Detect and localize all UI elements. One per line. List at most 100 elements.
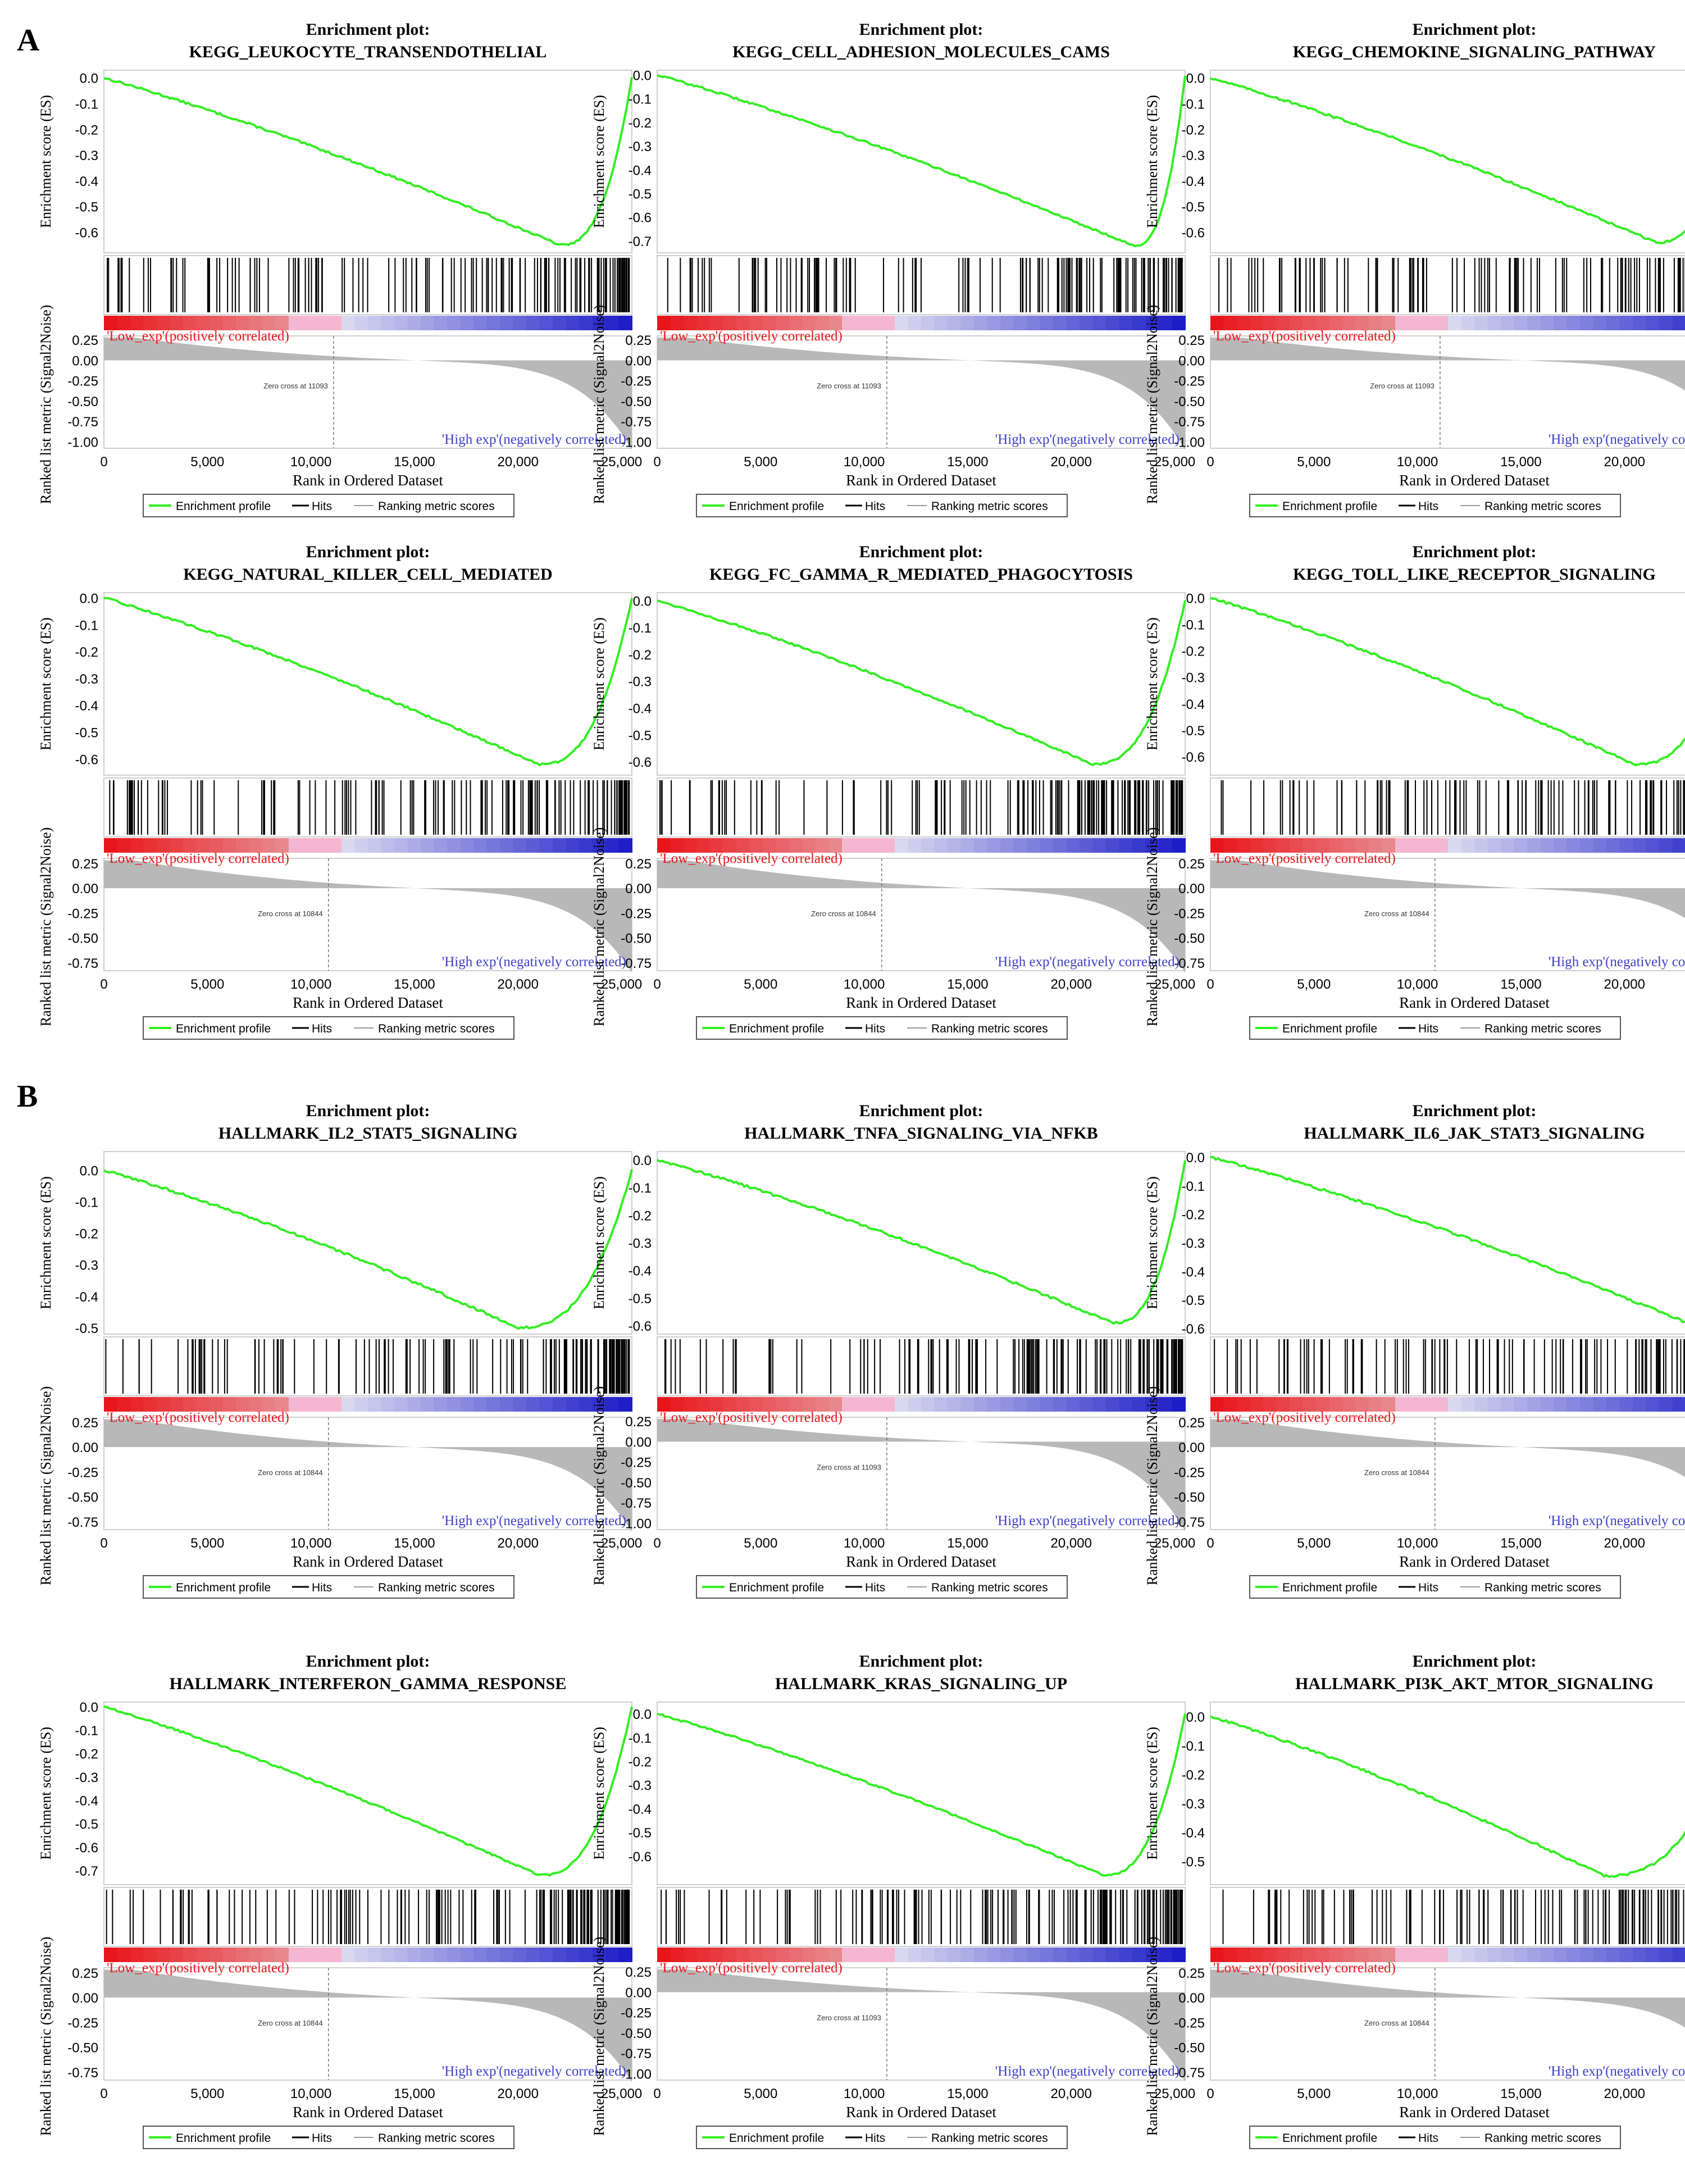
x-tick-label: 5,000 — [1297, 2086, 1331, 2101]
rank-color-segment — [1263, 316, 1277, 330]
rank-color-segment — [210, 1948, 224, 1962]
rank-color-segment — [354, 838, 368, 853]
es-tick-label: -0.6 — [629, 211, 652, 226]
legend-profile-label: Enrichment profile — [1282, 500, 1377, 513]
rank-color-segment — [1237, 838, 1251, 853]
es-axes-frame — [657, 1701, 1186, 1885]
high-exp-label: 'High exp'(negatively correlated) — [442, 954, 626, 970]
rank-color-segment — [684, 838, 698, 853]
rank-color-segment — [855, 316, 869, 330]
legend-profile-label: Enrichment profile — [176, 2132, 271, 2145]
x-axis-label: Rank in Ordered Dataset — [1399, 1553, 1550, 1570]
rank-color-segment — [368, 1397, 382, 1412]
rank-color-segment — [1395, 1397, 1409, 1412]
rank-color-segment — [341, 1397, 356, 1412]
rank-color-segment — [1355, 1948, 1369, 1962]
legend-box — [696, 2126, 1068, 2149]
enrichment-profile-line — [656, 1159, 1186, 1325]
metric-tick-label: -0.75 — [67, 956, 98, 971]
hits-frame — [103, 777, 632, 838]
es-tick-label: -0.5 — [75, 200, 98, 215]
metric-tick-label: -0.50 — [621, 1476, 652, 1491]
es-tick-label: -0.2 — [629, 1208, 652, 1223]
x-tick-label: 10,000 — [1397, 2086, 1438, 2101]
rank-color-segment — [1593, 316, 1607, 330]
es-ylabel: Enrichment score (ES) — [591, 1727, 607, 1860]
rank-color-segment — [1290, 316, 1304, 330]
rank-color-segment — [1066, 1397, 1080, 1412]
rank-color-segment — [1303, 838, 1317, 853]
es-tick-label: -0.6 — [75, 225, 98, 240]
rank-color-segment — [1382, 838, 1396, 853]
rank-color-segment — [421, 838, 435, 853]
rank-color-segment — [1474, 838, 1488, 853]
rank-color-segment — [1355, 316, 1369, 330]
es-tick-label: -0.1 — [1182, 618, 1205, 633]
metric-tick-label: 0.25 — [625, 333, 652, 348]
rank-color-segment — [1659, 1948, 1673, 1962]
rank-color-segment — [447, 316, 461, 330]
rank-color-segment — [315, 316, 329, 330]
rank-color-segment — [1527, 1397, 1541, 1412]
x-tick-label: 25,000 — [1154, 1536, 1195, 1551]
enrichment-profile-line — [103, 1169, 633, 1330]
plot-title-prefix: Enrichment plot: — [1413, 543, 1537, 561]
rank-color-segment — [1540, 1948, 1554, 1962]
rank-color-segment — [104, 1397, 118, 1412]
es-axes-frame — [103, 70, 632, 253]
rank-color-segment — [1145, 1397, 1159, 1412]
zero-cross-label: Zero cross at 10844 — [1364, 1468, 1429, 1477]
rank-color-segment — [526, 316, 540, 330]
metric-tick-label: 0.25 — [72, 1966, 98, 1981]
gsea-plot-2: Enrichment plot: KEGG_CELL_ADHESION_MOLEC… — [591, 20, 1195, 517]
metric-tick-label: -0.75 — [67, 2065, 98, 2081]
rank-color-segment — [657, 1948, 671, 1962]
rank-color-segment — [1080, 838, 1094, 853]
rank-color-segment — [368, 838, 382, 853]
rank-color-segment — [1474, 1948, 1488, 1962]
rank-color-segment — [948, 838, 962, 853]
rank-color-segment — [1250, 1397, 1264, 1412]
metric-tick-label: -0.75 — [1174, 1515, 1205, 1530]
x-axis-label: Rank in Ordered Dataset — [1399, 994, 1550, 1011]
rank-color-segment — [157, 1948, 171, 1962]
es-tick-label: -0.5 — [629, 1826, 652, 1841]
rank-color-segment — [473, 838, 488, 853]
metric-tick-label: 0.25 — [72, 1416, 98, 1431]
rank-color-segment — [526, 838, 540, 853]
zero-cross-label: Zero cross at 11093 — [817, 381, 881, 390]
rank-color-segment — [473, 1948, 488, 1962]
es-tick-label: -0.1 — [75, 97, 98, 112]
high-exp-label: 'High exp'(negatively correlated) — [995, 2064, 1180, 2079]
rank-color-segment — [579, 838, 593, 853]
rank-color-segment — [1566, 316, 1581, 330]
low-exp-label: 'Low_exp'(positively correlated) — [107, 1960, 289, 1976]
rank-color-segment — [1159, 1948, 1173, 1962]
ranking-metric-area — [1210, 1969, 1685, 2028]
rank-color-segment — [736, 316, 750, 330]
x-tick-label: 10,000 — [844, 1536, 885, 1551]
rank-color-segment — [394, 838, 408, 853]
es-ylabel: Enrichment score (ES) — [38, 95, 54, 228]
low-exp-label: 'Low_exp'(positively correlated) — [1213, 1410, 1396, 1425]
x-axis-label: Rank in Ordered Dataset — [846, 994, 996, 1011]
rank-color-segment — [1145, 838, 1159, 853]
es-tick-label: -0.6 — [75, 752, 98, 767]
es-tick-label: -0.2 — [629, 116, 652, 131]
rank-color-segment — [592, 316, 606, 330]
rank-color-segment — [1580, 838, 1594, 853]
rank-color-segment — [816, 1397, 830, 1412]
x-tick-label: 5,000 — [1297, 454, 1331, 470]
legend-profile-label: Enrichment profile — [729, 1581, 824, 1594]
rank-color-segment — [553, 316, 567, 330]
metric-tick-label: 0.25 — [72, 857, 98, 872]
high-exp-label: 'High exp'(negatively correlated) — [995, 1513, 1180, 1528]
rank-color-segment — [881, 1948, 895, 1962]
rank-color-segment — [1119, 838, 1133, 853]
gsea-plot-1: Enrichment plot: KEGG_LEUKOCYTE_TRANSENDO… — [38, 20, 642, 517]
rank-color-segment — [473, 316, 488, 330]
x-tick-label: 20,000 — [498, 2086, 539, 2101]
rank-color-segment — [1119, 1948, 1133, 1962]
rank-color-segment — [1210, 1397, 1224, 1412]
rank-color-segment — [816, 316, 830, 330]
